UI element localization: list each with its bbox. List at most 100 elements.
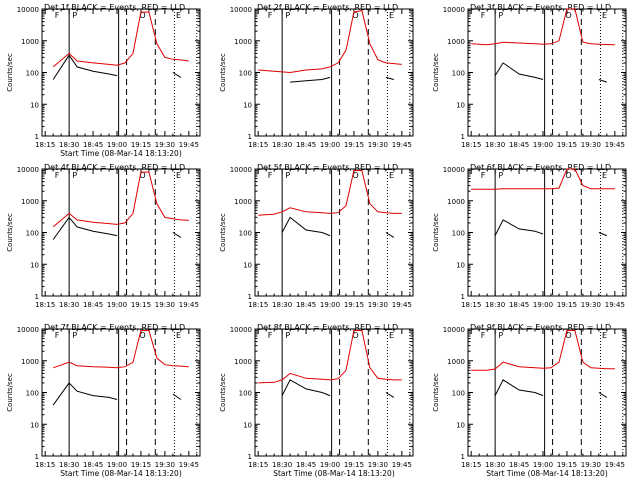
series-line-lld: [471, 330, 615, 371]
y-tick-label: 1: [461, 133, 465, 141]
x-tick-label: 18:15: [248, 141, 268, 149]
x-tick-label: 19:00: [320, 301, 340, 309]
plot-frame: [254, 328, 414, 457]
marker-letter: E: [602, 171, 607, 180]
x-tick-label: 18:30: [272, 301, 292, 309]
y-tick-label: 1000: [447, 198, 465, 206]
x-tick-label: 18:15: [35, 141, 55, 149]
series-line-lld: [258, 170, 402, 216]
x-axis-label: Start Time (08-Mar-14 18:13:20): [486, 469, 608, 478]
y-tick-label: 10000: [17, 166, 39, 174]
y-tick-label: 1000: [21, 198, 39, 206]
y-axis-label: Counts/sec: [219, 53, 227, 92]
y-tick-label: 1: [248, 453, 252, 461]
x-tick-label: 19:00: [107, 141, 127, 149]
x-tick-label: 19:45: [179, 141, 199, 149]
series-line-events: [52, 216, 182, 240]
y-tick-label: 100: [26, 390, 39, 398]
series-line-lld: [52, 11, 189, 68]
x-tick-label: 18:30: [485, 301, 505, 309]
x-tick-label: 18:15: [248, 461, 268, 469]
series-line-events: [494, 379, 608, 398]
y-tick-label: 100: [239, 390, 252, 398]
marker-letter: O: [139, 171, 145, 180]
x-tick-label: 19:30: [581, 301, 601, 309]
x-tick-label: 18:15: [35, 461, 55, 469]
chart-panel-3: Det 3f BLACK = Events, RED = LLD 1 10 100 10…: [432, 3, 627, 149]
marker-letter: E: [389, 331, 394, 340]
marker-letter: O: [352, 331, 358, 340]
x-tick-label: 18:45: [509, 461, 529, 469]
marker-letter: O: [565, 171, 571, 180]
x-tick-label: 19:30: [155, 141, 175, 149]
marker-letter: O: [139, 331, 145, 340]
marker-letter: F: [55, 171, 60, 180]
marker-letter: P: [498, 171, 503, 180]
marker-letter: F: [481, 171, 486, 180]
plot-frame: [254, 168, 414, 297]
x-tick-label: 19:30: [155, 301, 175, 309]
y-tick-label: 1: [248, 133, 252, 141]
x-tick-label: 18:30: [272, 141, 292, 149]
series-line-events: [281, 216, 395, 238]
x-tick-label: 19:45: [179, 461, 199, 469]
plot-frame: [467, 8, 627, 137]
series-line-lld: [471, 168, 615, 190]
x-tick-label: 19:45: [605, 301, 625, 309]
x-tick-label: 19:00: [533, 301, 553, 309]
chart-panel-4: Det 4f BLACK = Events, RED = LLD 1 10 100 10…: [6, 163, 201, 309]
chart-panel-2: Det 2f BLACK = Events, RED = LLD 1 10 100 10…: [219, 3, 414, 149]
y-tick-label: 10: [243, 261, 252, 269]
series-line-events: [494, 219, 607, 237]
chart-title: Det 3f BLACK = Events, RED = LLD: [470, 3, 611, 12]
marker-letter: O: [352, 171, 358, 180]
x-tick-label: 18:45: [296, 301, 316, 309]
y-axis-label: Counts/sec: [6, 373, 14, 412]
x-tick-label: 18:45: [509, 141, 529, 149]
x-tick-label: 19:45: [392, 461, 412, 469]
y-axis-label: Counts/sec: [219, 213, 227, 252]
marker-letter: F: [268, 331, 273, 340]
x-tick-label: 18:45: [83, 141, 103, 149]
marker-letter: E: [176, 171, 181, 180]
chart-title: Det 2f BLACK = Events, RED = LLD: [257, 3, 398, 12]
x-tick-label: 18:45: [296, 461, 316, 469]
plot-frame: [41, 328, 201, 457]
x-tick-label: 18:45: [296, 141, 316, 149]
x-tick-label: 18:30: [485, 461, 505, 469]
y-tick-label: 100: [452, 390, 465, 398]
marker-letter: P: [285, 171, 290, 180]
series-line-lld: [258, 9, 402, 74]
marker-letter: F: [268, 171, 273, 180]
y-tick-label: 10000: [230, 6, 252, 14]
y-tick-label: 10: [456, 261, 465, 269]
chart-panel-7: Det 7f BLACK = Events, RED = LLD 1 10 100 10…: [6, 323, 201, 478]
marker-letter: P: [285, 331, 290, 340]
x-tick-label: 18:15: [461, 461, 481, 469]
marker-letter: O: [352, 11, 358, 20]
y-tick-label: 1: [461, 453, 465, 461]
marker-letter: E: [176, 11, 181, 20]
series-line-events: [281, 379, 395, 398]
marker-letter: P: [285, 11, 290, 20]
chart-panel-8: Det 8f BLACK = Events, RED = LLD 1 10 100 10…: [219, 323, 414, 478]
marker-letter: O: [139, 11, 145, 20]
y-axis-label: Counts/sec: [432, 373, 440, 412]
marker-letter: P: [72, 331, 77, 340]
series-line-events: [52, 382, 182, 406]
x-tick-label: 18:15: [461, 301, 481, 309]
chart-panel-9: Det 9f BLACK = Events, RED = LLD 1 10 100 10…: [432, 323, 627, 478]
x-tick-label: 19:00: [320, 461, 340, 469]
x-tick-label: 18:30: [59, 301, 79, 309]
x-tick-label: 19:15: [131, 301, 151, 309]
x-tick-label: 18:45: [509, 301, 529, 309]
chart-title: Det 6f BLACK = Events, RED = LLD: [470, 163, 611, 172]
y-tick-label: 100: [239, 230, 252, 238]
chart-title: Det 1f BLACK = Events, RED = LLD: [44, 3, 185, 12]
y-tick-label: 10000: [17, 326, 39, 334]
x-tick-label: 19:30: [368, 141, 388, 149]
marker-letter: E: [602, 331, 607, 340]
plot-frame: [467, 168, 627, 297]
